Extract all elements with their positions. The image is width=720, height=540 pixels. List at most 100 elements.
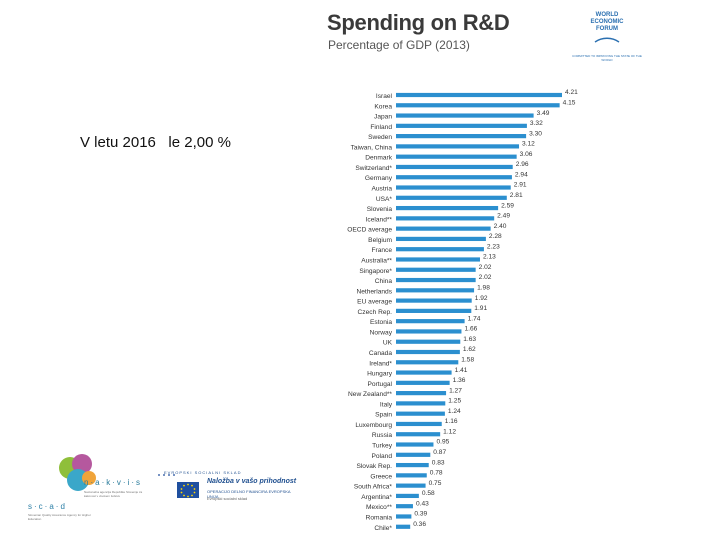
wef-logo: WORLD ECONOMIC FORUM COMMITTED TO IMPROV… — [572, 12, 642, 82]
category-label: Russia — [372, 432, 392, 439]
bar — [396, 473, 427, 478]
bar — [396, 216, 495, 221]
bar — [396, 247, 484, 252]
bar — [396, 195, 507, 200]
category-label: Estonia — [370, 319, 392, 326]
category-label: Canada — [369, 350, 392, 357]
category-label: EU average — [357, 299, 392, 306]
value-label: 1.25 — [448, 398, 461, 405]
value-label: 2.59 — [501, 202, 514, 209]
bar — [396, 185, 511, 190]
category-label: Germany — [365, 175, 393, 182]
category-label: USA* — [376, 196, 393, 203]
value-label: 0.95 — [436, 439, 449, 446]
bar — [396, 360, 459, 365]
eu-fund-label: EVROPSKI SOCIALNI SKLAD — [164, 470, 242, 475]
wef-line-2: ECONOMIC — [590, 19, 624, 25]
category-label: Australia** — [361, 257, 392, 264]
category-label: Norway — [370, 329, 393, 336]
category-label: OECD average — [347, 227, 392, 234]
value-label: 2.28 — [489, 233, 502, 240]
category-label: Sweden — [368, 134, 392, 141]
bar — [396, 442, 434, 447]
value-label: 0.58 — [422, 490, 435, 497]
value-label: 2.49 — [497, 213, 510, 220]
bar — [396, 339, 461, 344]
bar — [396, 380, 450, 385]
bar — [396, 452, 431, 457]
value-label: 0.36 — [413, 521, 426, 528]
value-label: 1.16 — [445, 418, 458, 425]
value-label: 2.94 — [515, 171, 528, 178]
scad-name: s·c·a·d — [28, 502, 67, 511]
eu-cofinance-text: OPERACIJO DELNO FINANCIRA EVROPSKA UNIJA — [207, 489, 291, 499]
category-label: New Zealand** — [348, 391, 392, 398]
value-label: 1.63 — [463, 336, 476, 343]
value-label: 1.27 — [449, 387, 462, 394]
nakvis-subtitle: Nacionalna agencija Republike Slovenije … — [84, 490, 143, 498]
value-label: 1.24 — [448, 408, 461, 415]
bar — [396, 103, 560, 108]
value-label: 2.40 — [494, 223, 507, 230]
category-label: Singapore* — [359, 268, 392, 275]
category-label: Luxembourg — [355, 422, 392, 429]
bar — [396, 370, 452, 375]
bar — [396, 92, 562, 98]
bar — [396, 257, 480, 262]
bar — [396, 493, 419, 499]
value-label: 0.83 — [432, 459, 445, 466]
scad-subtitle: Slovenian Quality Assurance Agency for H… — [28, 513, 91, 521]
annotation-text: V letu 2016 le 2,00 % — [80, 134, 231, 151]
eu-funding-logo: EVROPSKI SOCIALNI SKLAD Naložba v vašo p… — [155, 468, 300, 508]
category-label: Israel — [376, 93, 393, 100]
wef-line-1: WORLD — [595, 12, 619, 18]
category-label: Ireland* — [369, 360, 392, 367]
category-label: Slovak Rep. — [356, 463, 392, 470]
chart-subtitle: Percentage of GDP (2013) — [328, 38, 470, 52]
bar — [396, 421, 442, 427]
bar — [396, 401, 446, 406]
value-label: 2.23 — [487, 243, 500, 250]
bar — [396, 504, 413, 509]
value-label: 2.81 — [510, 192, 523, 199]
value-label: 3.32 — [530, 120, 543, 127]
value-label: 1.12 — [443, 428, 456, 435]
value-label: 4.15 — [563, 99, 576, 106]
category-label: Netherlands — [356, 288, 392, 295]
value-label: 3.06 — [520, 151, 533, 158]
bar — [396, 524, 411, 529]
nakvis-name: n·a·k·v·i·s — [84, 478, 142, 487]
category-label: Hungary — [367, 371, 393, 378]
category-label: Taiwan, China — [351, 144, 393, 151]
bar — [396, 164, 513, 170]
value-label: 1.74 — [468, 315, 481, 322]
value-label: 1.98 — [477, 285, 490, 292]
category-label: Denmark — [365, 155, 392, 162]
bar — [396, 298, 472, 303]
category-label: Austria — [371, 186, 392, 193]
value-label: 1.41 — [455, 367, 468, 374]
value-label: 1.62 — [463, 346, 476, 353]
category-label: Mexico** — [366, 504, 392, 511]
bar — [396, 123, 527, 128]
category-label: France — [371, 247, 392, 254]
value-label: 4.21 — [565, 89, 578, 96]
category-label: Czech Rep. — [358, 309, 393, 316]
category-label: South Africa* — [354, 484, 393, 491]
category-label: Turkey — [372, 443, 393, 450]
bar — [396, 134, 527, 139]
bar — [396, 175, 512, 180]
value-label: 1.58 — [461, 356, 474, 363]
agency-logos: n·a·k·v·i·s Nacionalna agencija Republik… — [28, 452, 148, 532]
category-label: Korea — [374, 103, 392, 110]
bar — [396, 205, 499, 211]
bar — [396, 329, 462, 334]
category-label: Portugal — [367, 381, 392, 388]
value-label: 3.12 — [522, 141, 535, 148]
category-label: Poland — [371, 453, 392, 460]
bar — [396, 349, 460, 355]
bar — [396, 144, 520, 149]
category-label: Italy — [380, 401, 393, 408]
bar — [396, 113, 534, 118]
